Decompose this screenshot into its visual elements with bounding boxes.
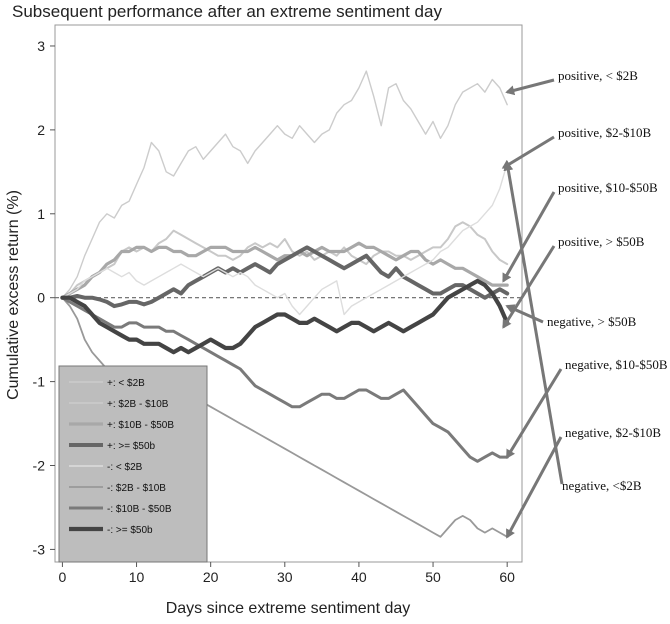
y-axis-label: Cumulative excess return (%) (5, 190, 22, 400)
series-line-4 (60, 245, 510, 309)
y-tick-label: 1 (37, 206, 45, 222)
annotation-label: negative, $2-$10B (565, 425, 661, 440)
annotation-arrow (505, 436, 563, 539)
y-tick-label: 3 (37, 38, 45, 54)
x-tick-label: 20 (203, 569, 219, 585)
x-tick-label: 30 (277, 569, 293, 585)
legend-label: -: >= $50b (107, 525, 153, 536)
series-line-2 (61, 221, 509, 299)
series-line-3 (60, 241, 509, 300)
annotation-label: negative, <$2B (562, 478, 642, 493)
x-axis-label: Days since extreme sentiment day (166, 600, 411, 617)
legend-label: +: $10B - $50B (107, 420, 174, 431)
annotation-arrow (505, 368, 563, 459)
x-tick-label: 40 (351, 569, 367, 585)
legend-label: -: $10B - $50B (107, 504, 172, 515)
y-tick-label: -1 (33, 374, 46, 390)
annotation-arrow (505, 78, 555, 96)
x-tick-label: 60 (499, 569, 515, 585)
legend-label: +: >= $50b (107, 441, 156, 452)
y-tick-label: -3 (33, 541, 46, 557)
annotation-arrow (502, 191, 556, 283)
chart-title: Subsequent performance after an extreme … (12, 2, 442, 21)
annotation-label: positive, $10-$50B (558, 180, 658, 195)
legend-label: +: < $2B (107, 378, 145, 389)
annotation-arrow (503, 161, 564, 485)
legend-label: +: $2B - $10B (107, 399, 169, 410)
x-tick-label: 0 (59, 569, 67, 585)
y-tick-label: 2 (37, 122, 45, 138)
annotation-label: positive, < $2B (558, 68, 638, 83)
legend-label: -: $2B - $10B (107, 483, 166, 494)
annotation-label: negative, > $50B (547, 314, 637, 329)
annotation-arrow (505, 304, 544, 324)
annotation-label: positive, > $50B (558, 234, 645, 249)
series-line-1 (61, 70, 508, 299)
series-line-7 (60, 296, 509, 463)
series-line-8 (60, 278, 510, 355)
y-tick-label: -2 (33, 458, 46, 474)
x-tick-label: 50 (425, 569, 441, 585)
annotation-label: negative, $10-$50B (565, 357, 668, 372)
series-line-5 (61, 162, 508, 316)
annotation-label: positive, $2-$10B (558, 125, 651, 140)
legend-label: -: < $2B (107, 462, 143, 473)
y-tick-label: 0 (37, 290, 45, 306)
x-tick-label: 10 (129, 569, 145, 585)
